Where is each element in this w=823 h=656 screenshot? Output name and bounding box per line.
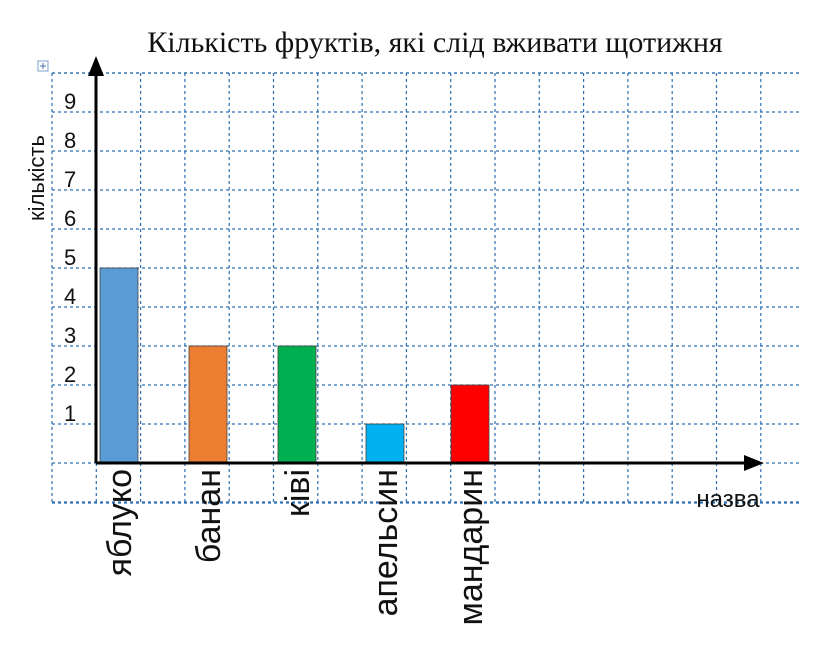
category-label-3: ківі — [279, 469, 317, 517]
bar-1 — [99, 267, 139, 464]
bar-3 — [277, 345, 317, 464]
bars — [99, 267, 490, 464]
x-axis-label: назва — [696, 486, 760, 513]
chart-title: Кількість фруктів, які слід вживати щоти… — [147, 26, 723, 59]
category-labels: яблуко банан ківі апельсин мандарин — [101, 469, 490, 626]
move-handle-icon[interactable] — [37, 60, 49, 72]
category-label-5: мандарин — [452, 469, 490, 626]
y-tick-label: 3 — [64, 323, 76, 348]
y-tick-label: 4 — [64, 284, 76, 309]
y-axis-arrow-icon — [88, 56, 104, 76]
bar-5 — [450, 384, 490, 464]
x-axis-arrow-icon — [744, 455, 764, 471]
bar-2 — [188, 345, 228, 464]
bar-4 — [365, 423, 405, 464]
y-tick-label: 7 — [64, 167, 76, 192]
y-tick-label: 6 — [64, 206, 76, 231]
y-tick-label: 9 — [64, 89, 76, 114]
y-tick-label: 5 — [64, 245, 76, 270]
y-tick-labels: 1 2 3 4 5 6 7 8 9 — [64, 89, 76, 426]
y-tick-label: 2 — [64, 362, 76, 387]
y-tick-label: 1 — [64, 401, 76, 426]
axes — [88, 56, 764, 471]
y-tick-label: 8 — [64, 128, 76, 153]
grid — [51, 72, 800, 504]
category-label-1: яблуко — [101, 469, 139, 576]
category-label-4: апельсин — [367, 469, 405, 616]
category-label-2: банан — [190, 469, 228, 563]
y-axis-label: кількість — [24, 135, 49, 221]
